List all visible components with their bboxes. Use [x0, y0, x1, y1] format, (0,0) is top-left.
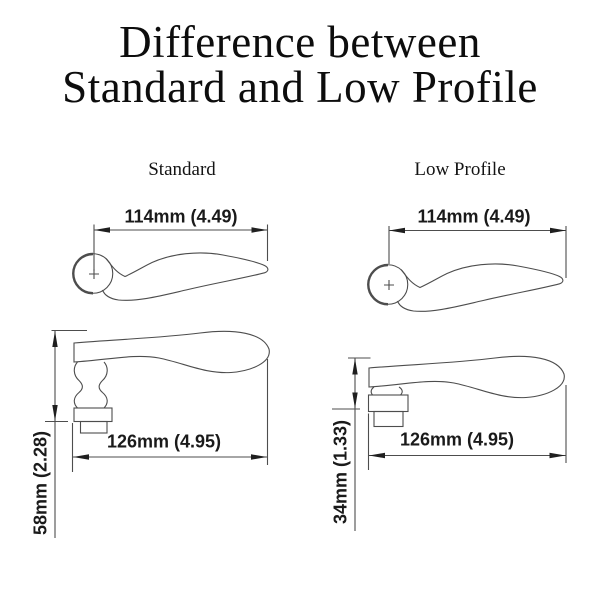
arrowhead	[369, 452, 385, 459]
page-title-line1: Difference between	[119, 17, 481, 67]
arrowhead	[251, 227, 268, 233]
standard-side-view-drawing	[45, 329, 270, 538]
arrowhead	[389, 227, 405, 234]
page-title: Difference between Standard and Low Prof…	[0, 20, 600, 110]
dim-label-standard-height: 58mm (2.28)	[30, 430, 51, 536]
low-profile-top-view-drawing	[367, 226, 567, 313]
low-profile-side-view-drawing	[332, 355, 567, 531]
arrowhead	[352, 392, 358, 409]
arrowhead	[550, 227, 566, 234]
arrowhead	[52, 405, 58, 421]
arrowhead	[73, 454, 89, 460]
dim-label-standard-length: 126mm (4.95)	[106, 431, 222, 452]
dim-label-standard-top-width: 114mm (4.49)	[124, 206, 238, 227]
column-header-low-profile: Low Profile	[414, 159, 506, 180]
arrowhead	[549, 452, 566, 459]
arrowhead	[251, 454, 267, 460]
standard-top-view-drawing	[72, 224, 270, 302]
column-header-standard: Standard	[148, 159, 216, 180]
arrowhead	[52, 331, 58, 347]
arrowhead	[94, 227, 110, 233]
arrowhead	[352, 358, 358, 375]
page-title-line2: Standard and Low Profile	[62, 62, 538, 112]
dim-label-low-profile-height: 34mm (1.33)	[330, 419, 351, 525]
dim-label-low-profile-length: 126mm (4.95)	[399, 429, 515, 450]
dim-label-low-profile-top-width: 114mm (4.49)	[417, 206, 531, 227]
